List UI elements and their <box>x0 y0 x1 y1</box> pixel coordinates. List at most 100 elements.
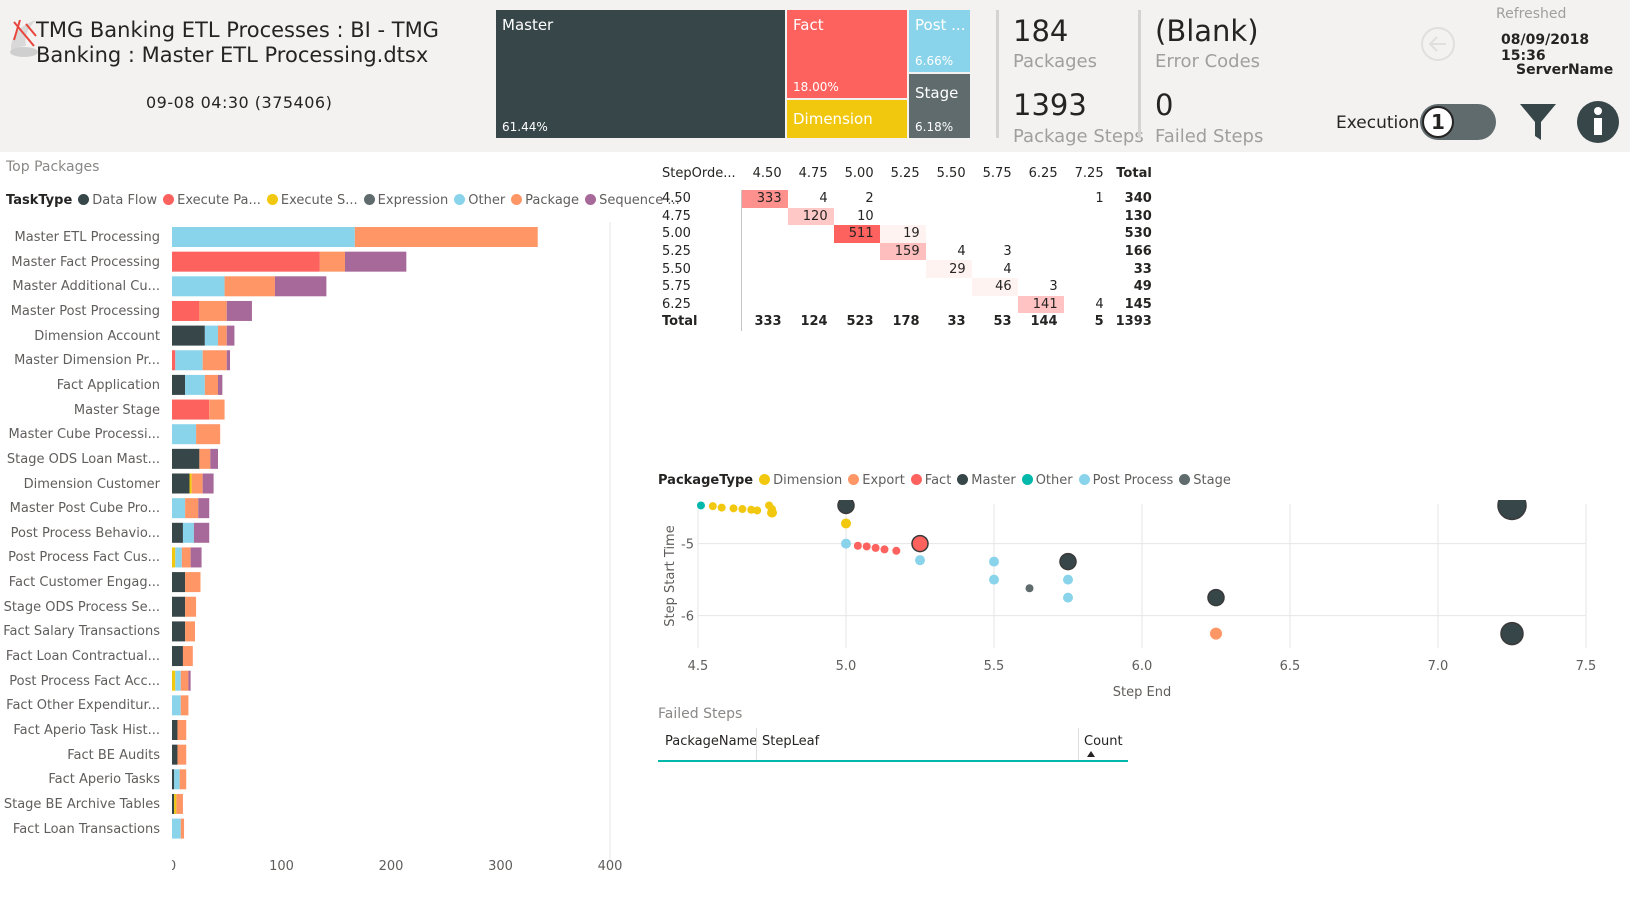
bar-segment-sequence[interactable] <box>202 473 214 494</box>
bar-segment-package[interactable] <box>209 399 225 420</box>
matrix-cell[interactable] <box>1064 225 1110 243</box>
matrix-cell[interactable]: 4 <box>1095 296 1104 312</box>
matrix-cell[interactable] <box>742 260 788 278</box>
scatter-point-post-process[interactable] <box>989 574 999 585</box>
bar-segment-package[interactable] <box>217 325 227 346</box>
matrix-cell[interactable] <box>926 296 972 314</box>
bar-segment-data-flow[interactable] <box>172 793 175 814</box>
bar-segment-package[interactable] <box>199 300 227 321</box>
bar-segment-other[interactable] <box>204 325 218 346</box>
matrix-cell[interactable]: 130 <box>1124 208 1152 224</box>
legend-item-execute-s[interactable]: Execute S... <box>280 193 358 208</box>
matrix-cell[interactable] <box>788 225 834 243</box>
scatter-point-post-process[interactable] <box>915 555 925 566</box>
bar-segment-package[interactable] <box>204 374 218 395</box>
bar-segment-sequence[interactable] <box>226 300 252 321</box>
step-order-matrix[interactable]: StepOrde... 4.50 4.75 5.00 5.25 5.50 5.75 6.25 7… <box>658 156 1158 331</box>
bar-segment-execute-pa[interactable] <box>172 251 320 272</box>
matrix-cell[interactable]: 124 <box>800 314 828 330</box>
treemap-cell-master[interactable]: Master 61.44% <box>496 10 785 138</box>
matrix-cell[interactable]: 144 <box>1030 314 1058 330</box>
matrix-cell[interactable]: 29 <box>925 260 972 278</box>
bar-segment-package[interactable] <box>185 572 201 593</box>
matrix-cell[interactable] <box>926 225 972 243</box>
bar-segment-other[interactable] <box>172 498 186 519</box>
scatter-point-dimension[interactable] <box>708 502 717 511</box>
bar-segment-package[interactable] <box>180 818 185 839</box>
scatter-point-dimension[interactable] <box>729 504 738 513</box>
matrix-cell[interactable]: 511 <box>833 225 880 243</box>
scatter-point-post-process[interactable] <box>1063 592 1073 603</box>
bar-segment-execute-pa[interactable] <box>172 350 176 371</box>
package-type-treemap[interactable]: Master 61.44% Fact 18.00% Dimension Post .… <box>496 10 974 138</box>
matrix-cell[interactable] <box>1064 278 1110 296</box>
matrix-cell[interactable] <box>880 208 926 226</box>
matrix-cell[interactable]: 33 <box>947 314 966 330</box>
matrix-cell[interactable] <box>972 208 1018 226</box>
bar-segment-package[interactable] <box>177 720 187 740</box>
bar-segment-package[interactable] <box>319 251 346 272</box>
bar-segment-package[interactable] <box>181 547 191 568</box>
matrix-cell[interactable] <box>1064 208 1110 226</box>
matrix-cell[interactable]: 53 <box>993 314 1012 330</box>
legend-item-fact[interactable]: Fact <box>924 473 952 488</box>
matrix-cell[interactable] <box>972 225 1018 243</box>
matrix-cell[interactable] <box>1018 190 1064 208</box>
matrix-cell[interactable]: 19 <box>879 225 926 243</box>
matrix-cell[interactable]: 1 <box>1095 191 1104 207</box>
legend-item-post-process[interactable]: Post Process <box>1092 473 1174 488</box>
bar-segment-data-flow[interactable] <box>172 596 186 617</box>
bar-segment-other[interactable] <box>174 769 180 790</box>
bar-segment-execute-pa[interactable] <box>172 300 200 321</box>
bar-segment-data-flow[interactable] <box>172 744 178 765</box>
legend-item-package[interactable]: Package <box>525 193 580 208</box>
treemap-cell-dimension[interactable]: Dimension <box>787 100 907 138</box>
treemap-cell-stage[interactable]: Stage 6.18% <box>909 74 970 138</box>
matrix-cell[interactable] <box>834 243 880 261</box>
bar-segment-data-flow[interactable] <box>172 374 186 395</box>
bar-segment-other[interactable] <box>175 670 181 691</box>
scatter-point-fact[interactable] <box>892 546 901 555</box>
legend-item-dimension[interactable]: Dimension <box>773 473 843 488</box>
matrix-cell[interactable] <box>1064 243 1110 261</box>
scatter-point-master[interactable] <box>1500 621 1524 646</box>
bar-segment-other[interactable] <box>172 424 197 445</box>
bar-segment-sequence[interactable] <box>217 374 223 395</box>
bar-segment-package[interactable] <box>185 596 197 617</box>
back-arrow-icon[interactable] <box>1420 26 1456 62</box>
matrix-cell[interactable]: 4 <box>957 244 966 260</box>
bar-segment-other[interactable] <box>175 547 182 568</box>
matrix-cell[interactable] <box>788 278 834 296</box>
matrix-cell[interactable] <box>1064 260 1110 278</box>
column-header-packagename[interactable]: PackageName <box>665 734 758 749</box>
top-packages-bar-chart[interactable]: 0 100 200 300 400 <box>172 222 642 894</box>
matrix-cell[interactable]: 159 <box>879 242 926 261</box>
scatter-point-fact[interactable] <box>911 534 929 553</box>
scatter-point-master[interactable] <box>1207 588 1225 607</box>
bar-segment-other[interactable] <box>185 374 205 395</box>
scatter-point-dimension[interactable] <box>841 518 851 529</box>
bar-segment-data-flow[interactable] <box>172 621 186 642</box>
bar-segment-execute-s[interactable] <box>172 670 176 691</box>
scatter-point-master[interactable] <box>1059 552 1077 571</box>
scatter-point-other[interactable] <box>696 501 705 510</box>
info-icon[interactable] <box>1576 100 1620 144</box>
matrix-cell[interactable] <box>926 208 972 226</box>
bar-segment-execute-s[interactable] <box>189 473 192 494</box>
bar-segment-sequence[interactable] <box>193 522 210 543</box>
matrix-cell[interactable] <box>1018 260 1064 278</box>
matrix-cell[interactable]: 5 <box>1094 314 1104 330</box>
bar-segment-other[interactable] <box>175 350 203 371</box>
matrix-cell[interactable] <box>972 296 1018 314</box>
bar-segment-package[interactable] <box>354 227 538 247</box>
bar-segment-execute-pa[interactable] <box>172 399 210 420</box>
matrix-cell[interactable]: 1393 <box>1115 314 1152 330</box>
scatter-point-stage[interactable] <box>1025 584 1034 593</box>
bar-segment-sequence[interactable] <box>198 498 210 519</box>
bar-segment-package[interactable] <box>202 350 227 371</box>
scatter-point-master[interactable] <box>837 500 855 515</box>
bar-segment-execute-s[interactable] <box>172 547 176 568</box>
column-header-count[interactable]: Count <box>1084 734 1123 749</box>
scatter-point-post-process[interactable] <box>1063 574 1073 585</box>
matrix-cell[interactable]: 46 <box>971 277 1018 296</box>
